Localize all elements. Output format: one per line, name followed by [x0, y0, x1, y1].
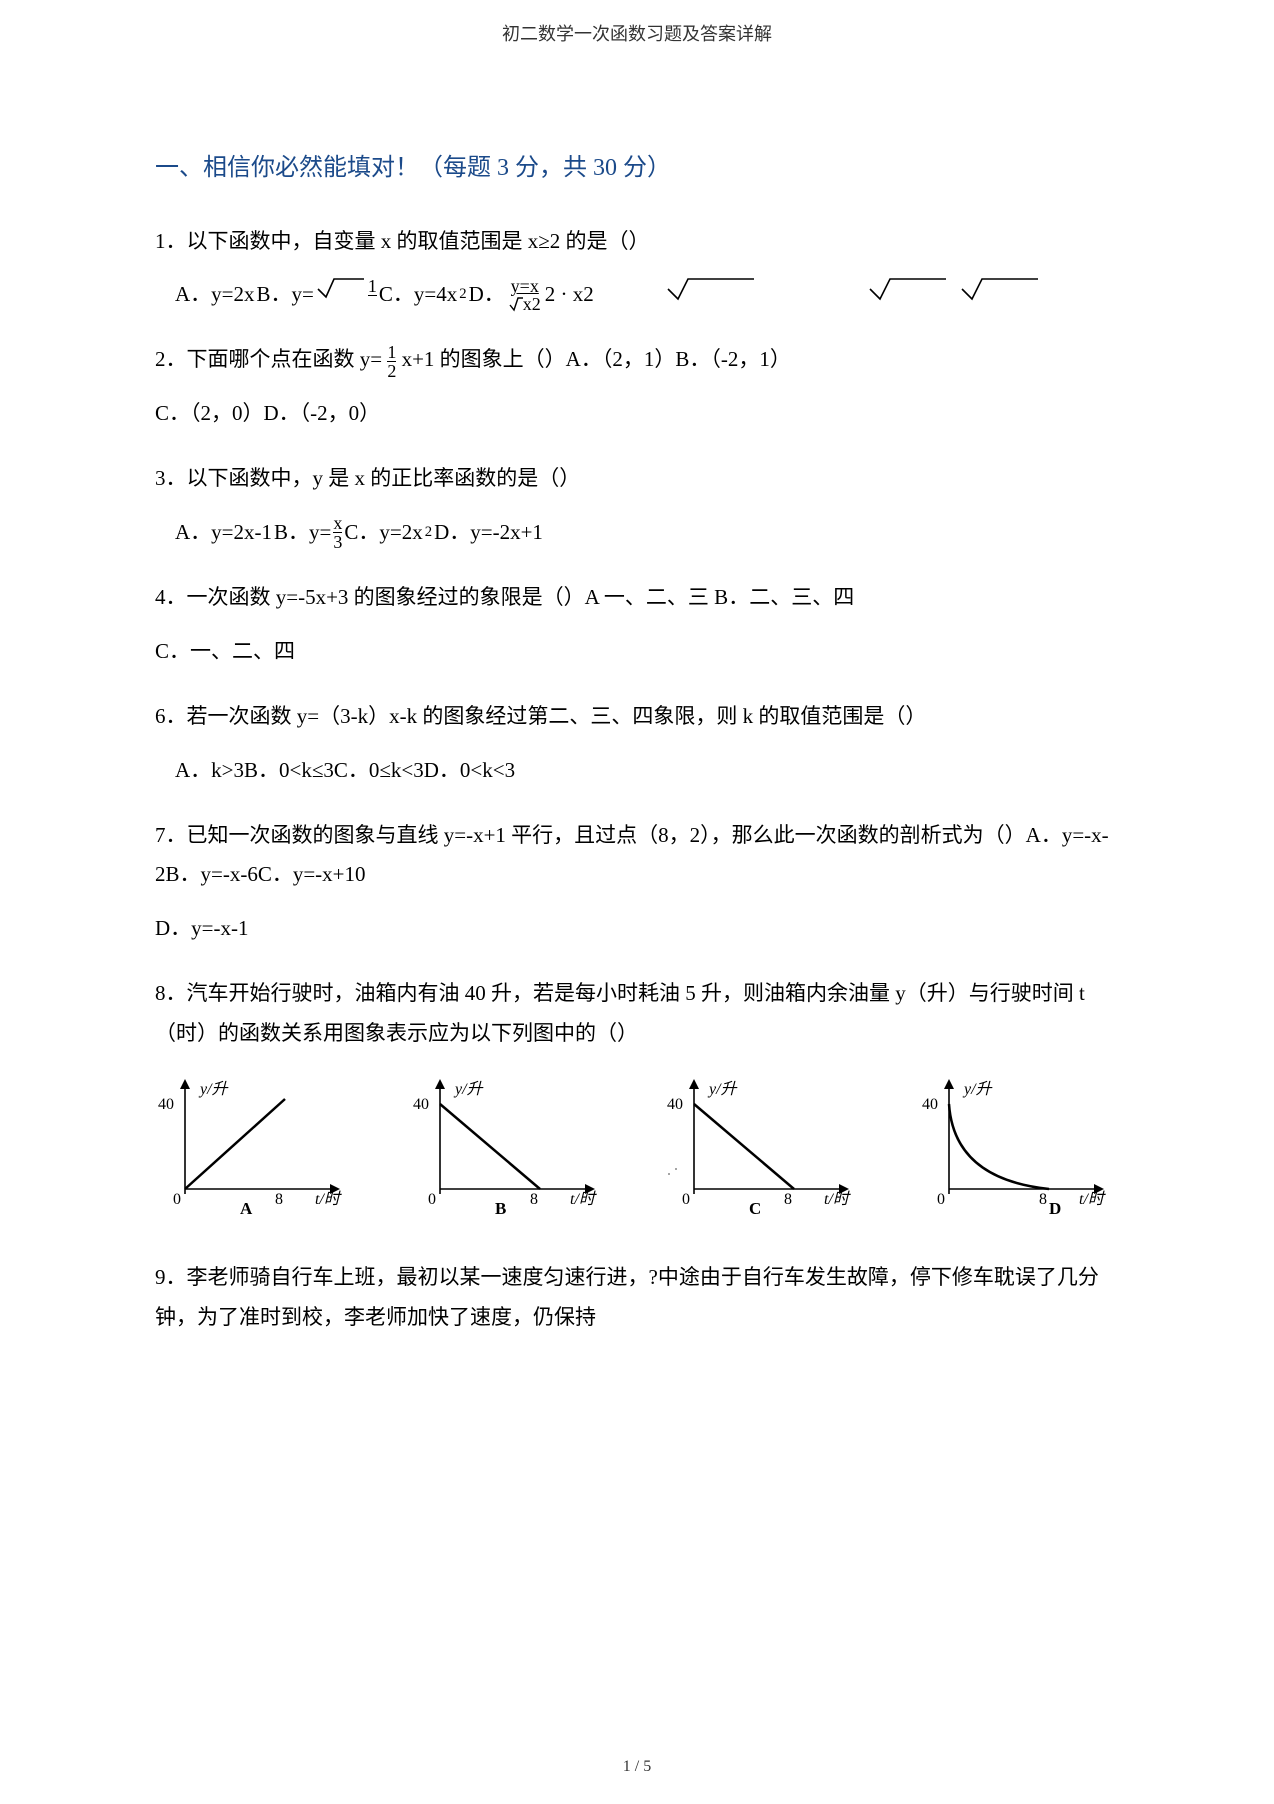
svg-text:0: 0 — [428, 1191, 436, 1208]
q1-optD: D． — [469, 275, 505, 315]
q2-frac: 1 2 — [387, 343, 396, 380]
svg-text:40: 40 — [413, 1096, 429, 1113]
svg-text:t/时: t/时 — [1079, 1190, 1106, 1208]
svg-text:y/升: y/升 — [198, 1080, 229, 1098]
question-4: 4．一次函数 y=-5x+3 的图象经过的象限是（）A 一、二、三 B．二、三、… — [155, 578, 1119, 672]
q1-stem: 1．以下函数中，自变量 x 的取值范围是 x≥2 的是（） — [155, 222, 1119, 262]
svg-text:40: 40 — [922, 1096, 938, 1113]
question-8: 8．汽车开始行驶时，油箱内有油 40 升，若是每小时耗油 5 升，则油箱内余油量… — [155, 974, 1119, 1228]
question-1: 1．以下函数中，自变量 x 的取值范围是 x≥2 的是（） A．y=2x B．y… — [155, 222, 1119, 316]
q1-optB: B．y= — [257, 275, 314, 315]
chart-A: y/升 40 0 8 t/时 A — [155, 1074, 355, 1228]
q7-stem: 7．已知一次函数的图象与直线 y=-x+1 平行，且过点（8，2），那么此一次函… — [155, 816, 1119, 896]
svg-text:0: 0 — [173, 1191, 181, 1208]
svg-text:0: 0 — [682, 1191, 690, 1208]
chart-B: y/升 40 0 8 t/时 B — [410, 1074, 610, 1228]
page-header: 初二数学一次函数习题及答案详解 — [0, 0, 1274, 46]
svg-text:t/时: t/时 — [570, 1190, 597, 1208]
question-2: 2．下面哪个点在函数 y= 1 2 x+1 的图象上（）A．（2，1）B．（-2… — [155, 340, 1119, 434]
q6-stem: 6．若一次函数 y=（3-k）x-k 的图象经过第二、三、四象限，则 k 的取值… — [155, 697, 1119, 737]
q3-stem: 3．以下函数中，y 是 x 的正比率函数的是（） — [155, 459, 1119, 499]
sqrt-icon — [666, 275, 756, 315]
q2-stem: 2．下面哪个点在函数 y= 1 2 x+1 的图象上（）A．（2，1）B．（-2… — [155, 340, 1119, 380]
svg-text:0: 0 — [937, 1191, 945, 1208]
svg-text:40: 40 — [158, 1096, 174, 1113]
q3-frac: x 3 — [333, 514, 342, 551]
question-9: 9．李老师骑自行车上班，最初以某一速度匀速行进，?中途由于自行车发生故障，停下修… — [155, 1258, 1119, 1338]
sqrt-icon — [960, 275, 1040, 315]
q1-options: A．y=2x B．y= 1 C．y=4x2 D． y=x x2 2 · x2 — [175, 275, 1119, 315]
q4-stem: 4．一次函数 y=-5x+3 的图象经过的象限是（）A 一、二、三 B．二、三、… — [155, 578, 1119, 618]
q3-options: A．y=2x-1 B．y= x 3 C．y=2x2 D．y=-2x+1 — [175, 513, 1119, 553]
q7-line2: D．y=-x-1 — [155, 909, 1119, 949]
q6-options: A．k>3B．0<k≤3C．0≤k<3D．0<k<3 — [175, 751, 1119, 791]
q9-stem: 9．李老师骑自行车上班，最初以某一速度匀速行进，?中途由于自行车发生故障，停下修… — [155, 1258, 1119, 1338]
question-7: 7．已知一次函数的图象与直线 y=-x+1 平行，且过点（8，2），那么此一次函… — [155, 816, 1119, 950]
svg-text:8: 8 — [530, 1191, 538, 1208]
q2-line2: C．（2，0）D．（-2，0） — [155, 394, 1119, 434]
q1-frac1: 1 — [368, 277, 377, 314]
svg-text:t/时: t/时 — [315, 1190, 342, 1208]
sqrt-icon — [316, 275, 366, 315]
question-6: 6．若一次函数 y=（3-k）x-k 的图象经过第二、三、四象限，则 k 的取值… — [155, 697, 1119, 791]
document-body: 一、相信你必然能填对！（每题 3 分，共 30 分） 1．以下函数中，自变量 x… — [0, 46, 1274, 1338]
svg-text:y/升: y/升 — [453, 1080, 484, 1098]
chart-D: y/升 40 0 8 t/时 D — [919, 1074, 1119, 1228]
svg-text:y/升: y/升 — [962, 1080, 993, 1098]
sqrt-icon — [868, 275, 948, 315]
svg-text:40: 40 — [667, 1096, 683, 1113]
chart-C: y/升 40 0 8 t/时 C — [664, 1074, 864, 1228]
page-number: 1 / 5 — [0, 1758, 1274, 1776]
question-3: 3．以下函数中，y 是 x 的正比率函数的是（） A．y=2x-1 B．y= x… — [155, 459, 1119, 553]
q1-optC: C．y=4x — [379, 275, 457, 315]
q1-fracD: y=x x2 — [509, 277, 541, 313]
svg-text:B: B — [495, 1199, 506, 1214]
section-title: 一、相信你必然能填对！（每题 3 分，共 30 分） — [155, 146, 1119, 192]
svg-text:8: 8 — [275, 1191, 283, 1208]
q8-stem: 8．汽车开始行驶时，油箱内有油 40 升，若是每小时耗油 5 升，则油箱内余油量… — [155, 974, 1119, 1054]
svg-text:8: 8 — [784, 1191, 792, 1208]
svg-text:D: D — [1049, 1199, 1061, 1214]
q1-optA: A．y=2x — [175, 275, 255, 315]
svg-text:y/升: y/升 — [707, 1080, 738, 1098]
svg-text:8: 8 — [1039, 1191, 1047, 1208]
q8-charts: y/升 40 0 8 t/时 A y/升 40 0 — [155, 1074, 1119, 1228]
svg-text:A: A — [240, 1199, 253, 1214]
q4-line2: C．一、二、四 — [155, 632, 1119, 672]
svg-text:t/时: t/时 — [824, 1190, 851, 1208]
svg-text:C: C — [749, 1199, 761, 1214]
